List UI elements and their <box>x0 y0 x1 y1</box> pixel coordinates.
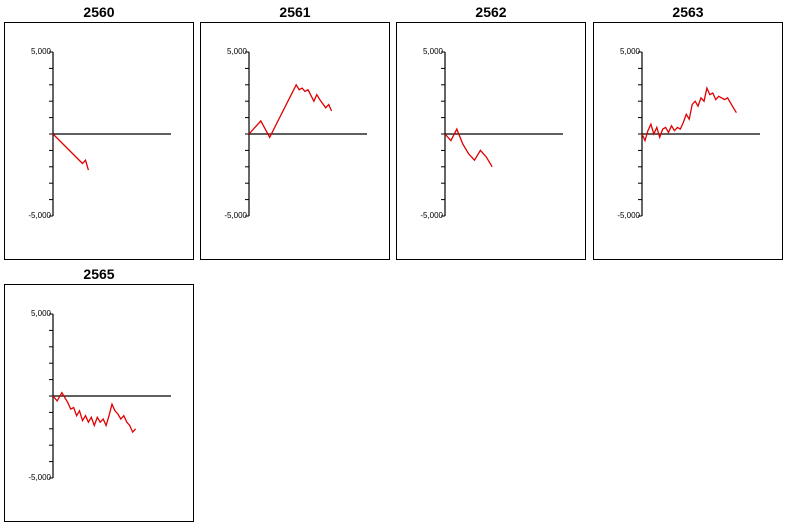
chart-svg: 5,000 -5,000 <box>28 47 171 220</box>
y-tick-label-max: 5,000 <box>227 47 248 56</box>
y-tick-label-max: 5,000 <box>620 47 641 56</box>
y-tick-label-min: -5,000 <box>224 211 247 220</box>
chart-panel: 2561 5,000 -5,000 <box>200 0 390 260</box>
chart-svg: 5,000 -5,000 <box>224 47 367 220</box>
series-line <box>248 83 333 139</box>
chart-title: 2561 <box>279 4 311 20</box>
y-tick-label-min: -5,000 <box>617 211 640 220</box>
chart-title: 2562 <box>475 4 507 20</box>
y-tick-label-max: 5,000 <box>31 47 52 56</box>
series-line <box>641 86 737 143</box>
chart-title: 2565 <box>83 266 115 282</box>
y-tick-label-min: -5,000 <box>28 211 51 220</box>
chart-panel: 2565 5,000 -5,000 <box>4 262 194 522</box>
chart-frame: 5,000 -5,000 <box>4 22 194 260</box>
y-tick-label-min: -5,000 <box>28 473 51 482</box>
series-line <box>444 127 493 168</box>
chart-svg: 5,000 -5,000 <box>420 47 563 220</box>
y-tick-label-max: 5,000 <box>423 47 444 56</box>
chart-svg: 5,000 -5,000 <box>617 47 760 220</box>
chart-frame: 5,000 -5,000 <box>4 284 194 522</box>
chart-title: 2560 <box>83 4 115 20</box>
chart-frame: 5,000 -5,000 <box>200 22 390 260</box>
chart-svg: 5,000 -5,000 <box>28 309 171 482</box>
chart-frame: 5,000 -5,000 <box>593 22 783 260</box>
chart-panel: 2562 5,000 -5,000 <box>396 0 586 260</box>
chart-panel: 2563 5,000 -5,000 <box>593 0 783 260</box>
y-tick-label-min: -5,000 <box>420 211 443 220</box>
chart-title: 2563 <box>672 4 704 20</box>
chart-panel: 2560 5,000 -5,000 <box>4 0 194 260</box>
y-tick-label-max: 5,000 <box>31 309 52 318</box>
series-line <box>52 133 90 171</box>
series-line <box>52 391 137 434</box>
chart-frame: 5,000 -5,000 <box>396 22 586 260</box>
